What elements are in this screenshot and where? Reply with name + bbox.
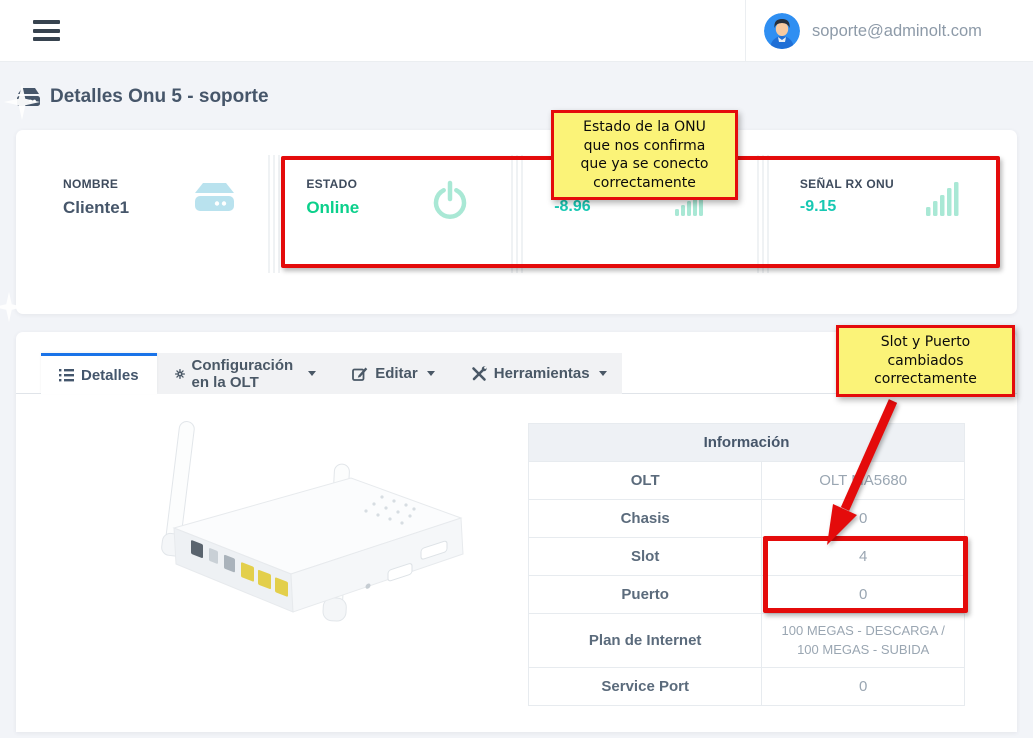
tab-detalles[interactable]: Detalles: [41, 353, 157, 394]
user-email: soporte@adminolt.com: [812, 21, 982, 40]
sparkle-decoration: [24, 156, 50, 182]
avatar: [764, 13, 800, 49]
hamburger-menu-icon[interactable]: [33, 16, 61, 46]
chevron-down-icon: [308, 371, 317, 376]
info-table: Información OLT OLT MA5680 Chasis 0 Slot…: [527, 423, 965, 706]
chevron-down-icon: [426, 371, 435, 376]
topbar: soporte@adminolt.com: [0, 0, 1033, 62]
stat-nombre: NOMBRE Cliente1: [16, 177, 268, 218]
stat-estado: ESTADO Online: [282, 177, 511, 223]
sparkle-decoration: [4, 84, 40, 120]
stat-senal-rx-onu: SEÑAL RX ONU -9.15: [771, 177, 1017, 216]
stat-value-rx-onu: -9.15: [799, 198, 837, 215]
divider: [511, 155, 526, 273]
chevron-down-icon: [598, 371, 607, 376]
page-title: Detalles Onu 5 - soporte: [50, 86, 269, 107]
tab-content: Información OLT OLT MA5680 Chasis 0 Slot…: [16, 394, 1017, 738]
info-table-header: Información: [528, 423, 965, 462]
table-row-puerto: Puerto 0: [527, 575, 965, 614]
tab-label: Configuración en la OLT: [191, 356, 294, 391]
device-icon: [195, 183, 235, 211]
gear-icon: [174, 368, 185, 379]
stat-label: ESTADO: [306, 177, 358, 191]
status-card: NOMBRE Cliente1 ESTADO Online -8.96: [16, 130, 1017, 314]
table-row-service-port: Service Port 0: [527, 667, 965, 706]
tab-label: Editar: [375, 365, 418, 382]
page-title-row: Detalles Onu 5 - soporte: [16, 86, 269, 108]
tab-configuracion-olt[interactable]: Configuración en la OLT: [157, 353, 335, 394]
tools-icon: [471, 365, 487, 381]
highlight-rect-slot-puerto: [763, 536, 968, 613]
details-card: Detalles Configuración en la OLT: [16, 332, 1017, 732]
user-menu[interactable]: soporte@adminolt.com: [745, 0, 1033, 62]
stat-value-estado: Online: [306, 198, 360, 217]
stat-label: NOMBRE: [63, 177, 119, 191]
divider: [268, 155, 283, 273]
edit-icon: [352, 367, 368, 381]
annotation-note-estado: Estado de la ONU que nos confirma que ya…: [551, 110, 738, 201]
divider: [756, 155, 771, 273]
tab-herramientas[interactable]: Herramientas: [453, 353, 625, 394]
tab-label: Detalles: [81, 366, 139, 384]
tab-editar[interactable]: Editar: [334, 353, 453, 394]
table-row-plan: Plan de Internet 100 MEGAS - DESCARGA / …: [527, 613, 965, 668]
stat-label: SEÑAL RX ONU: [799, 177, 894, 191]
annotation-arrow: [827, 399, 898, 545]
power-icon: [433, 180, 467, 219]
annotation-note-slot-puerto: Slot y Puerto cambiados correctamente: [836, 325, 1015, 397]
stat-value-nombre: Cliente1: [63, 198, 130, 217]
list-icon: [59, 368, 74, 381]
sparkle-decoration: [0, 292, 24, 322]
table-row-chasis: Chasis 0: [527, 499, 965, 538]
tab-bar: Detalles Configuración en la OLT: [16, 353, 1017, 394]
stat-value-rx: -8.96: [554, 198, 591, 215]
signal-bars-icon: [926, 182, 959, 216]
tab-label: Herramientas: [493, 365, 590, 382]
onu-product-image: [161, 421, 464, 622]
